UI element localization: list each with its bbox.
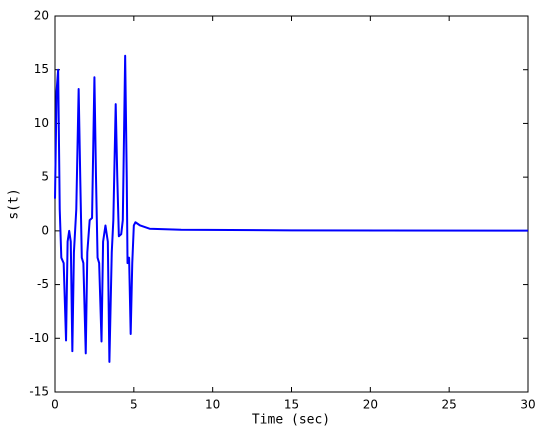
x-tick-label: 30 [520,398,535,412]
y-tick-label: 20 [34,9,49,23]
x-tick-label: 15 [284,398,299,412]
x-tick-label: 20 [363,398,378,412]
y-tick-label: -5 [37,277,49,291]
y-axis-label: s(t) [7,188,22,219]
line-series [54,54,529,363]
x-tick-label: 25 [442,398,457,412]
y-tick-label: 10 [34,116,49,130]
x-tick-label: 0 [51,398,59,412]
y-tick-label: 5 [41,170,49,184]
x-axis-label: Time (sec) [252,413,330,428]
x-tick-label: 5 [130,398,138,412]
y-tick-label: -10 [29,331,49,345]
y-tick-label: 0 [41,223,49,237]
x-tick-label: 10 [205,398,220,412]
y-tick-label: -15 [29,385,49,399]
y-tick-label: 15 [34,62,49,76]
